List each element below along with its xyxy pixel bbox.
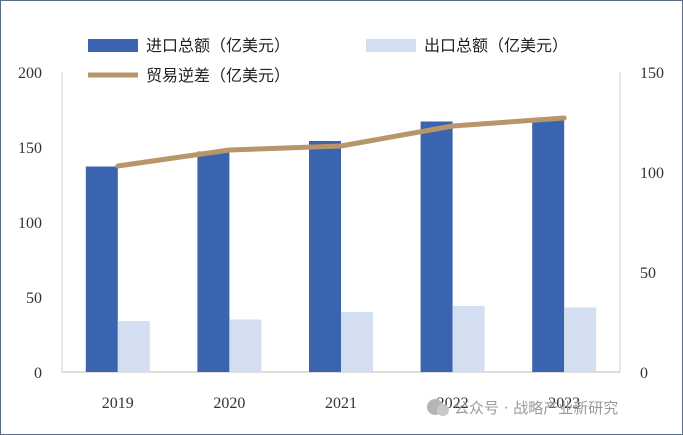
- legend-label-export: 出口总额（亿美元）: [424, 36, 568, 55]
- legend-swatch-import: [88, 39, 138, 52]
- y-right-tick-label: 0: [640, 365, 648, 382]
- y-left-tick-label: 150: [18, 140, 42, 157]
- bar-import-2021: [309, 141, 341, 372]
- y-left-tick-label: 0: [34, 365, 42, 382]
- y-left-tick-label: 100: [18, 215, 42, 232]
- x-tick-label: 2021: [325, 395, 357, 412]
- x-tick-label: 2020: [213, 395, 245, 412]
- bar-import-2023: [532, 119, 564, 373]
- wechat-logo-icon-small: [437, 404, 449, 416]
- y-right-tick-label: 50: [640, 265, 656, 282]
- bar-import-2020: [197, 152, 229, 373]
- bar-export-2023: [564, 308, 596, 373]
- legend-label-import: 进口总额（亿美元）: [146, 36, 290, 55]
- y-left-tick-label: 50: [26, 290, 42, 307]
- y-right-tick-label: 100: [640, 165, 664, 182]
- watermark: 公众号 · 战略产业新研究: [427, 399, 618, 417]
- y-left-tick-label: 200: [18, 65, 42, 82]
- bar-export-2020: [229, 320, 261, 373]
- bar-export-2019: [118, 321, 150, 372]
- y-right-tick-label: 150: [640, 65, 664, 82]
- watermark-text: 公众号 · 战略产业新研究: [454, 399, 618, 417]
- bar-import-2019: [86, 167, 118, 373]
- bar-export-2021: [341, 312, 373, 372]
- bar-import-2022: [421, 122, 453, 373]
- bar-export-2022: [453, 306, 485, 372]
- legend-swatch-export: [366, 39, 416, 52]
- legend-label-trade-deficit: 贸易逆差（亿美元）: [146, 66, 290, 85]
- x-tick-label: 2019: [102, 395, 134, 412]
